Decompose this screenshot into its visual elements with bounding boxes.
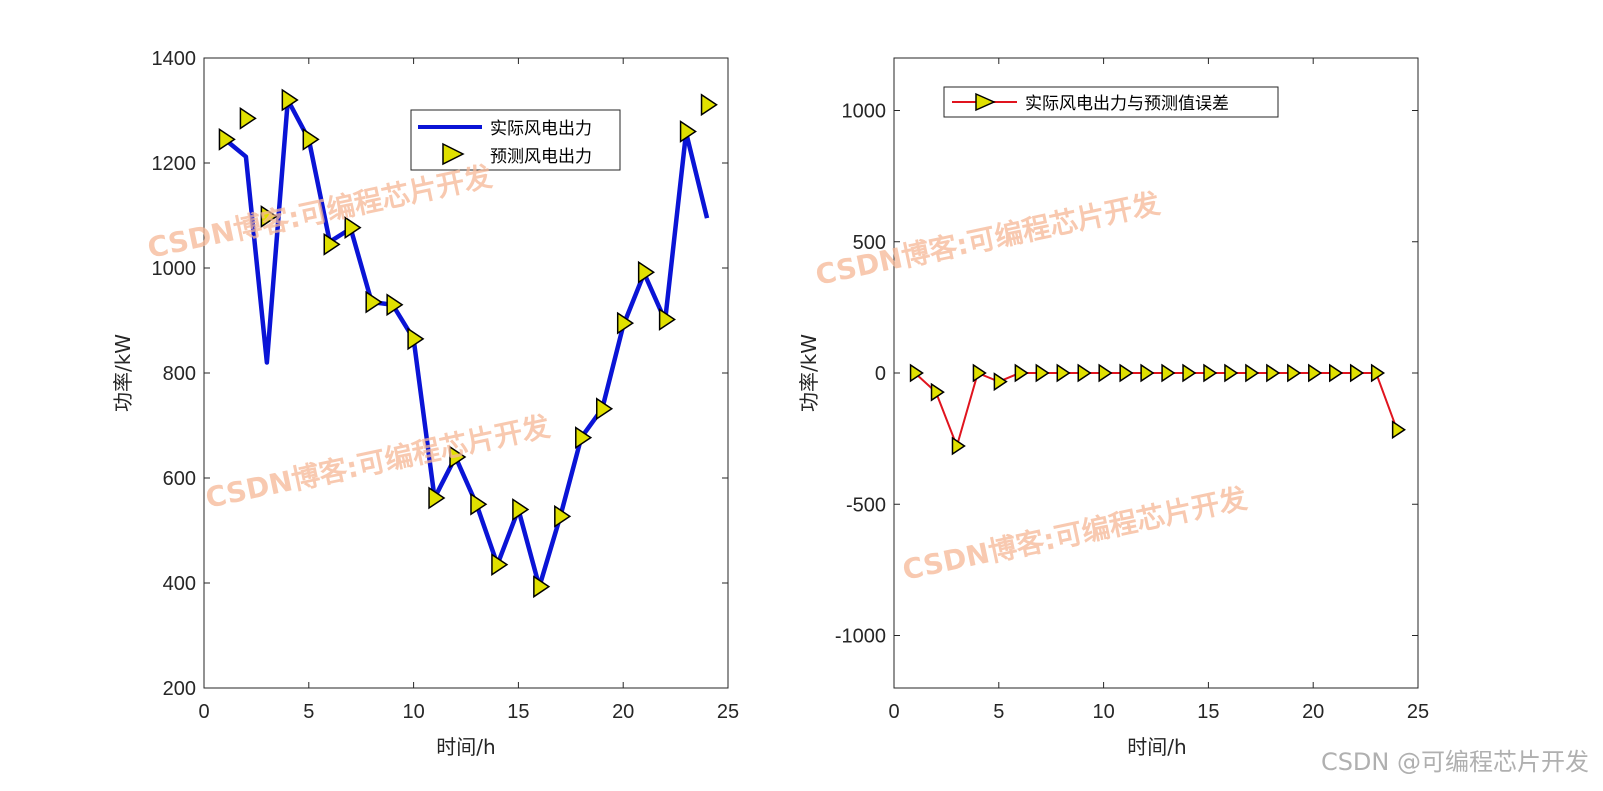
data-point-marker xyxy=(533,575,551,599)
y-tick-label: 400 xyxy=(163,573,196,595)
data-point-marker xyxy=(1203,363,1218,383)
data-point-marker xyxy=(1308,363,1323,383)
y-axis-label: 功率/kW xyxy=(111,334,135,412)
data-point-marker xyxy=(700,93,718,117)
data-point-marker xyxy=(386,293,404,317)
y-tick-label: 1000 xyxy=(152,258,197,280)
data-point-marker xyxy=(407,327,425,351)
credit-text: CSDN @可编程芯片开发 xyxy=(1320,748,1589,776)
x-axis-label: 时间/h xyxy=(436,735,495,759)
legend-marker-error xyxy=(975,92,996,112)
data-point-marker xyxy=(909,363,924,383)
x-tick-label: 25 xyxy=(1407,701,1429,723)
series-layer xyxy=(218,88,718,599)
legend-marker-predicted xyxy=(442,142,465,166)
data-point-marker xyxy=(1140,363,1155,383)
legend: 实际风电出力与预测值误差 xyxy=(943,86,1279,118)
data-point-marker xyxy=(658,308,676,331)
data-point-marker xyxy=(1119,363,1134,383)
data-point-marker xyxy=(365,290,383,314)
tick-group: 0 5 10 15 20 25 -1000 -500 0 500 1000 xyxy=(835,58,1429,723)
x-tick-label: 15 xyxy=(1197,701,1219,723)
x-tick-label: 10 xyxy=(1092,701,1114,723)
data-point-marker xyxy=(1224,363,1239,383)
x-axis-label: 时间/h xyxy=(1127,735,1186,759)
data-point-marker xyxy=(575,426,593,449)
data-point-marker xyxy=(930,382,945,402)
data-point-marker xyxy=(449,445,467,469)
legend-label-actual: 实际风电出力 xyxy=(490,119,592,139)
y-tick-label: 1400 xyxy=(152,48,197,70)
data-point-marker xyxy=(323,232,341,256)
data-point-marker xyxy=(260,205,278,228)
y-tick-label: -1000 xyxy=(835,626,886,648)
data-point-marker xyxy=(679,120,697,143)
data-point-marker xyxy=(218,127,236,151)
data-point-marker xyxy=(595,397,614,421)
prediction-error-plot: 0 5 10 15 20 25 -1000 -500 0 500 1000 时间/h 功率/kW 实… xyxy=(797,57,1429,759)
data-point-marker xyxy=(428,486,446,510)
data-point-marker xyxy=(1056,363,1071,383)
y-tick-label: 600 xyxy=(163,468,196,490)
x-tick-label: 20 xyxy=(1302,701,1324,723)
data-point-marker xyxy=(281,88,299,112)
data-point-marker xyxy=(1161,363,1176,383)
data-point-marker xyxy=(1014,363,1029,383)
data-point-marker xyxy=(972,363,987,383)
data-point-marker xyxy=(491,553,509,577)
series-layer xyxy=(909,363,1406,456)
x-tick-label: 0 xyxy=(198,701,209,723)
data-point-marker xyxy=(1349,363,1365,383)
y-tick-label: 200 xyxy=(163,678,196,700)
x-tick-label: 15 xyxy=(507,701,529,723)
y-tick-label: 1000 xyxy=(842,101,887,123)
data-point-marker xyxy=(1245,363,1260,383)
x-tick-label: 25 xyxy=(717,701,739,723)
y-tick-label: -500 xyxy=(846,494,886,516)
data-point-marker xyxy=(1182,363,1197,383)
tick-group: 0 5 10 15 20 25 200 400 600 800 1000 1200 1400 xyxy=(152,48,740,723)
data-point-marker xyxy=(993,372,1008,392)
legend-label-predicted: 预测风电出力 xyxy=(490,147,592,167)
data-point-marker xyxy=(1329,363,1344,383)
data-point-marker xyxy=(1077,363,1092,383)
data-point-marker xyxy=(951,436,966,456)
data-point-marker xyxy=(1266,363,1281,383)
data-point-marker xyxy=(1391,420,1406,440)
data-point-marker xyxy=(554,504,572,528)
y-tick-label: 1200 xyxy=(152,153,197,175)
data-point-marker xyxy=(637,260,656,284)
data-point-marker xyxy=(1287,363,1302,383)
y-tick-label: 800 xyxy=(163,363,196,385)
data-point-marker xyxy=(302,127,320,151)
y-tick-label: 0 xyxy=(875,363,886,385)
legend-label-error: 实际风电出力与预测值误差 xyxy=(1025,94,1229,114)
data-point-marker xyxy=(470,492,488,516)
x-tick-label: 0 xyxy=(888,701,899,723)
data-point-marker xyxy=(1098,363,1113,383)
data-point-marker xyxy=(512,498,530,521)
x-tick-label: 5 xyxy=(303,701,314,723)
x-tick-label: 5 xyxy=(993,701,1004,723)
x-tick-label: 20 xyxy=(612,701,634,723)
data-point-marker xyxy=(616,311,635,335)
x-tick-label: 10 xyxy=(402,701,424,723)
data-point-marker xyxy=(1370,363,1386,383)
data-point-marker xyxy=(239,106,257,130)
data-point-marker xyxy=(344,216,362,239)
y-axis-label: 功率/kW xyxy=(797,334,821,412)
y-tick-label: 500 xyxy=(853,232,886,254)
legend: 实际风电出力 预测风电出力 xyxy=(410,109,621,171)
data-point-marker xyxy=(1035,363,1050,383)
